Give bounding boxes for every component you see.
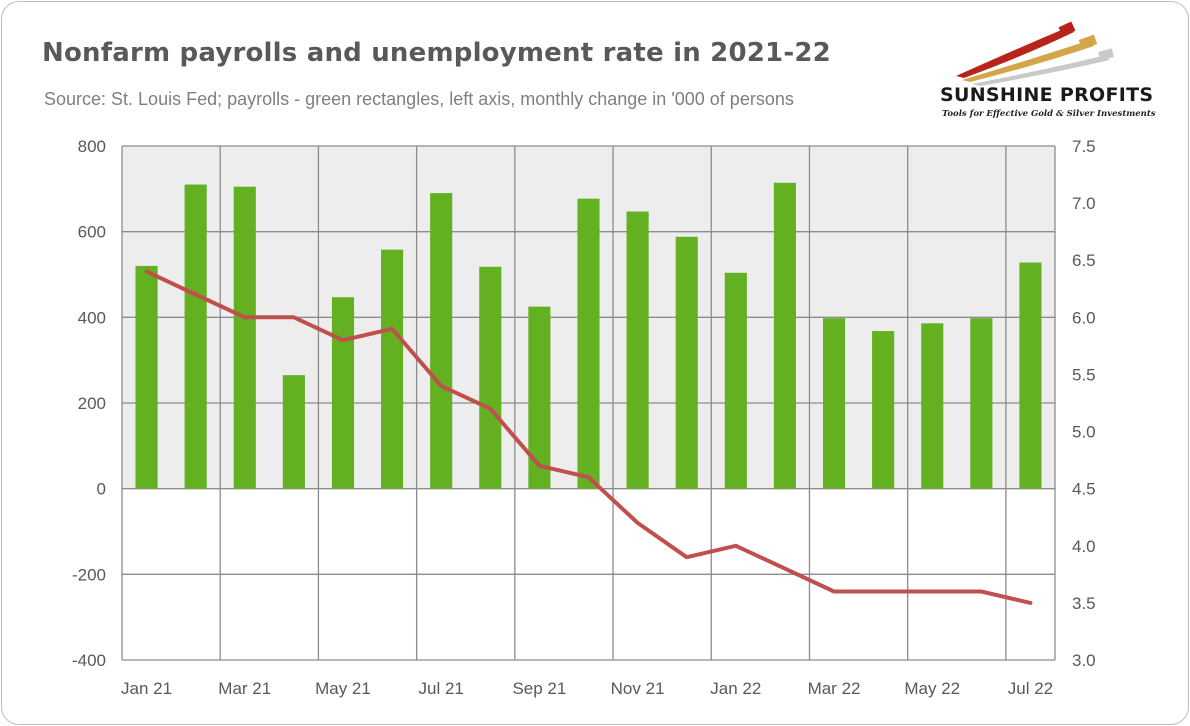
- x-tick-label: Nov 21: [611, 679, 665, 698]
- x-tick-label: Sep 21: [512, 679, 566, 698]
- y-right-tick-label: 6.5: [1072, 251, 1096, 270]
- payroll-bar: [872, 331, 895, 489]
- x-tick-label: Mar 22: [808, 679, 861, 698]
- y-right-tick-label: 7.0: [1072, 194, 1096, 213]
- unemployment-rate-line: [144, 269, 1033, 605]
- logo-tagline: Tools for Effective Gold & Silver Invest…: [942, 109, 1156, 119]
- logo-swoosh-icon: [956, 21, 1115, 86]
- y-right-tick-label: 3.5: [1072, 594, 1096, 613]
- payroll-bar: [822, 318, 846, 489]
- payroll-bar: [773, 182, 796, 489]
- payroll-bar: [479, 266, 502, 489]
- payroll-bar: [331, 297, 355, 489]
- payroll-bar: [1019, 262, 1042, 489]
- y-left-tick-label: 400: [78, 308, 106, 327]
- payroll-bar: [430, 193, 453, 489]
- logo-name: SUNSHINE PROFITS: [940, 84, 1154, 106]
- y-left-tick-label: -400: [72, 651, 106, 670]
- y-left-tick-label: 800: [78, 137, 106, 156]
- sunshine-profits-logo: SUNSHINE PROFITS Tools for Effective Gol…: [934, 20, 1174, 120]
- payroll-bar: [921, 323, 944, 489]
- y-right-tick-label: 4.5: [1072, 480, 1096, 499]
- payroll-bar: [675, 236, 698, 489]
- payroll-bar: [135, 265, 158, 489]
- y-left-tick-label: -200: [72, 565, 106, 584]
- x-tick-label: Mar 21: [218, 679, 271, 698]
- y-right-tick-label: 6.0: [1072, 308, 1096, 327]
- payroll-bar: [381, 249, 404, 489]
- y-right-tick-label: 4.0: [1072, 537, 1096, 556]
- payroll-bar: [724, 272, 747, 489]
- payroll-bar: [970, 318, 993, 489]
- y-right-tick-label: 7.5: [1072, 137, 1096, 156]
- chart-subtitle: Source: St. Louis Fed; payrolls - green …: [44, 89, 794, 109]
- payroll-bar: [282, 375, 305, 489]
- payroll-bar: [184, 184, 207, 489]
- y-left-tick-label: 0: [97, 480, 106, 499]
- y-right-tick-label: 5.5: [1072, 365, 1096, 384]
- y-right-tick-label: 5.0: [1072, 423, 1096, 442]
- x-tick-label: Jan 21: [121, 679, 172, 698]
- y-left-tick-label: 600: [78, 223, 106, 242]
- y-right-tick-label: 3.0: [1072, 651, 1096, 670]
- payroll-bar: [528, 306, 551, 489]
- x-tick-label: Jul 21: [418, 679, 463, 698]
- y-left-tick-label: 200: [78, 394, 106, 413]
- payroll-bar: [626, 211, 649, 489]
- x-tick-label: May 21: [315, 679, 371, 698]
- payroll-bar: [233, 186, 256, 489]
- chart-title: Nonfarm payrolls and unemployment rate i…: [42, 38, 831, 68]
- x-tick-label: Jan 22: [710, 679, 761, 698]
- x-tick-label: Jul 22: [1008, 679, 1053, 698]
- payroll-bar: [577, 198, 600, 489]
- x-tick-label: May 22: [904, 679, 960, 698]
